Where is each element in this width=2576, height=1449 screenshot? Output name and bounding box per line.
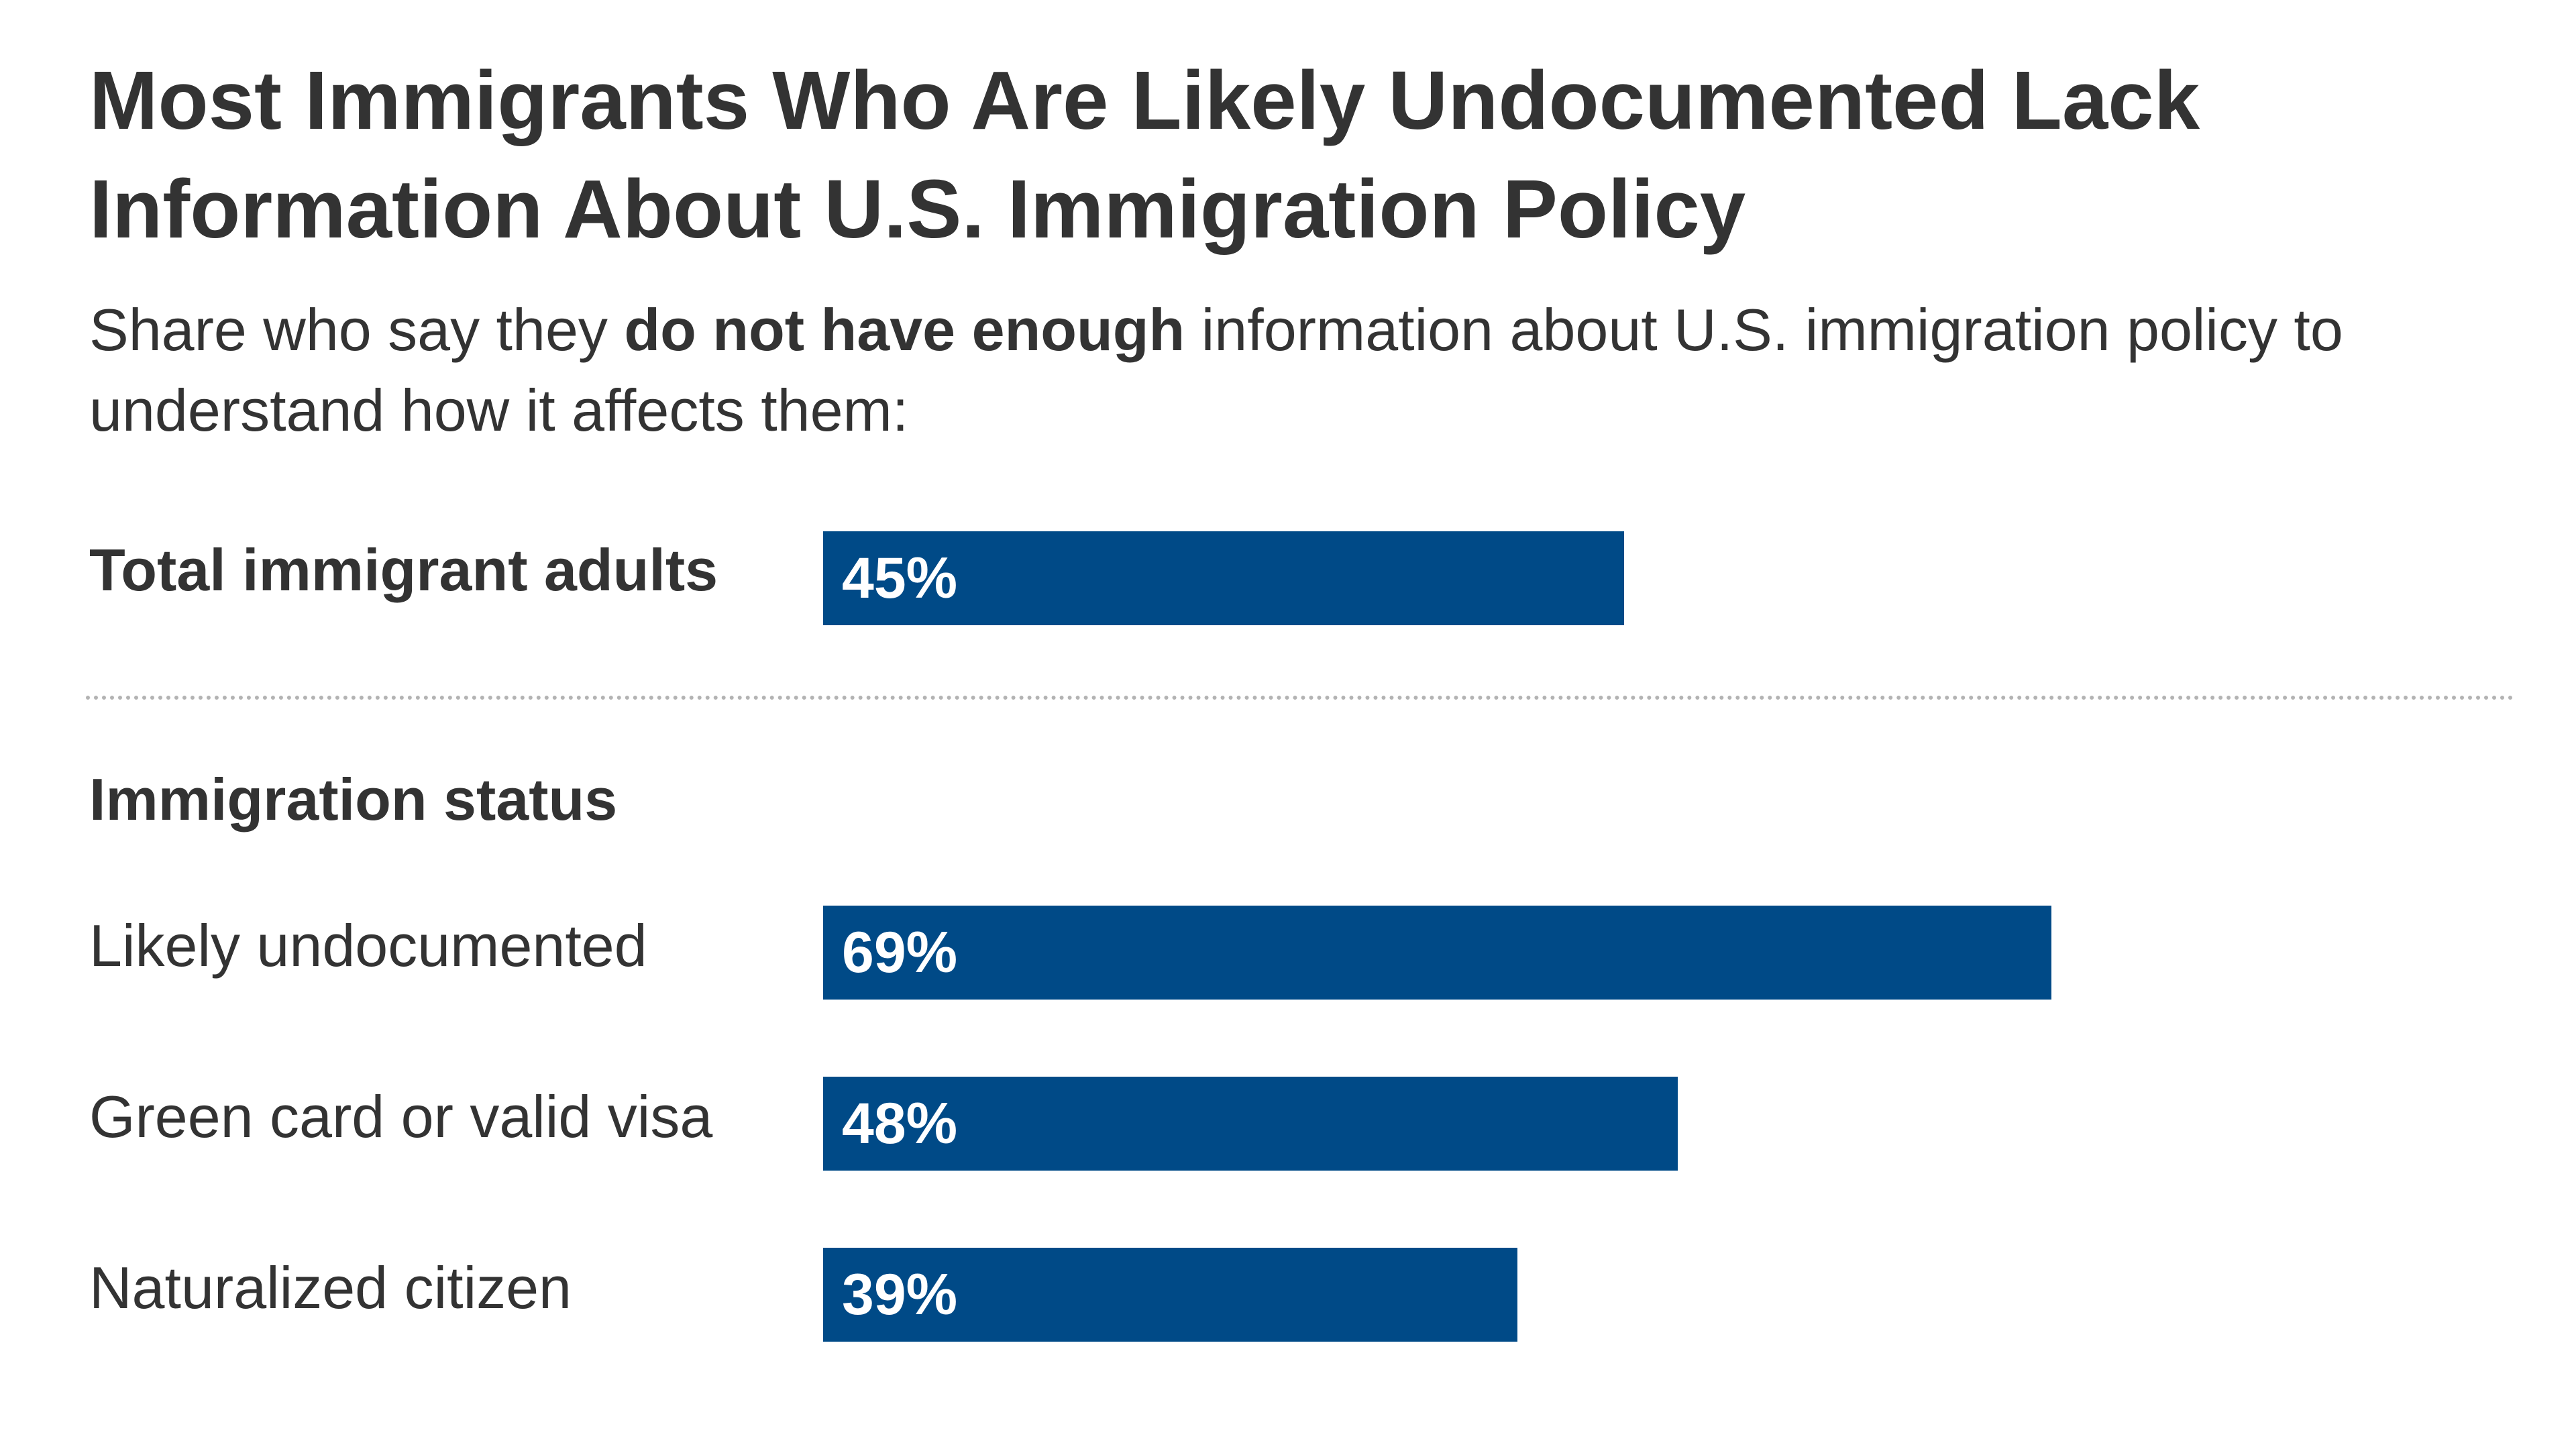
category-label-green-card-or-valid-visa: Green card or valid visa xyxy=(89,1083,713,1150)
total-bar-value-label: 45% xyxy=(842,546,958,610)
bar-green-card-or-valid-visa xyxy=(823,1077,1678,1171)
chart-title: Most Immigrants Who Are Likely Undocumen… xyxy=(89,55,2200,256)
bar-value-label-naturalized-citizen: 39% xyxy=(842,1263,958,1327)
bar-naturalized-citizen xyxy=(823,1248,1517,1342)
category-label-likely-undocumented: Likely undocumented xyxy=(89,912,647,979)
total-row-label: Total immigrant adults xyxy=(89,537,718,603)
bar-value-label-likely-undocumented: 69% xyxy=(842,920,958,985)
category-label-naturalized-citizen: Naturalized citizen xyxy=(89,1254,572,1321)
bar-likely-undocumented xyxy=(823,906,2051,1000)
chart-subtitle: Share who say they do not have enough in… xyxy=(89,290,2383,451)
bar-value-label-green-card-or-valid-visa: 48% xyxy=(842,1091,958,1156)
section-divider xyxy=(86,696,2514,700)
subtitle-text-before: Share who say they xyxy=(89,297,625,363)
subtitle-emphasis: do not have enough xyxy=(624,297,1185,363)
immigration-status-heading: Immigration status xyxy=(89,766,618,833)
subtitle-text-after: information about U.S. immigration polic… xyxy=(89,297,2343,443)
total-bar xyxy=(823,531,1624,625)
